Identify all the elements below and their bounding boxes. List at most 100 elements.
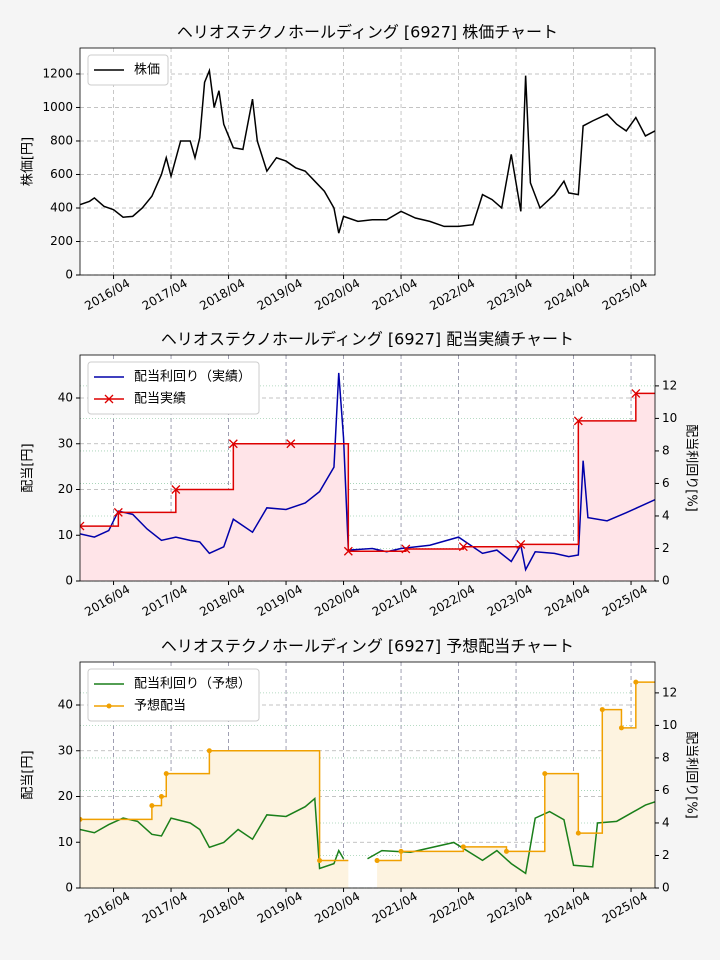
x-tick-label: 2025/04	[600, 276, 650, 313]
y2-axis-label: 配当利回り[%]	[684, 424, 699, 512]
x-tick-label: 2019/04	[255, 889, 305, 926]
x-tick-label: 2016/04	[82, 889, 132, 926]
marker	[516, 539, 526, 549]
x-tick-label: 2018/04	[197, 582, 247, 619]
x-tick-label: 2021/04	[370, 889, 420, 926]
y2-tick-label: 12	[662, 378, 677, 392]
marker	[573, 416, 583, 426]
plot-frame	[79, 47, 656, 276]
marker	[286, 439, 296, 449]
y2-tick-label: 8	[662, 750, 670, 764]
plot	[80, 372, 655, 581]
marker	[113, 507, 123, 517]
y-tick-label: 400	[50, 200, 73, 214]
marker	[398, 848, 404, 854]
marker	[80, 521, 85, 531]
legend-box	[87, 668, 260, 722]
y2-tick-label: 10	[662, 718, 677, 732]
y-tick-label: 0	[65, 574, 73, 588]
legend-label: 配当実績	[134, 391, 186, 407]
marker	[401, 544, 411, 554]
legend: 株価	[87, 54, 169, 86]
marker	[458, 542, 468, 552]
marker	[317, 858, 323, 864]
legend-label: 配当利回り（予想）	[134, 676, 251, 692]
x-tick-label: 2020/04	[312, 582, 362, 619]
y2-tick-label: 6	[662, 476, 670, 490]
legend-box	[87, 54, 169, 86]
marker	[631, 388, 641, 398]
y-tick-label: 30	[58, 743, 73, 757]
y2-tick-label: 2	[662, 541, 670, 555]
x-tick-label: 2020/04	[312, 889, 362, 926]
marker	[343, 546, 353, 556]
x-tick-label: 2017/04	[140, 276, 190, 313]
series-line	[367, 801, 655, 875]
x-tick-label: 2022/04	[427, 889, 477, 926]
x-tick-label: 2017/04	[140, 889, 190, 926]
chart-title: ヘリオステクノホールディング [6927] 株価チャート	[177, 23, 558, 42]
marker	[599, 707, 605, 713]
y-tick-label: 10	[58, 528, 73, 542]
x-tick-label: 2018/04	[197, 889, 247, 926]
y-tick-label: 600	[50, 167, 73, 181]
x-tick-label: 2017/04	[140, 582, 190, 619]
y-tick-label: 200	[50, 234, 73, 248]
y2-tick-label: 8	[662, 443, 670, 457]
x-tick-label: 2021/04	[370, 582, 420, 619]
x-tick-label: 2018/04	[197, 276, 247, 313]
y2-tick-label: 0	[662, 881, 670, 895]
plot	[80, 679, 655, 888]
y-tick-label: 30	[58, 436, 73, 450]
marker	[460, 844, 466, 850]
legend-marker	[104, 394, 114, 404]
marker	[158, 794, 164, 800]
y-tick-label: 1200	[42, 66, 73, 80]
legend: 配当利回り（予想） 予想配当	[87, 668, 260, 722]
legend-label: 配当利回り（実績）	[134, 369, 251, 385]
x-tick-label: 2025/04	[600, 582, 650, 619]
y2-tick-label: 4	[662, 815, 670, 829]
y-tick-label: 800	[50, 133, 73, 147]
legend-label: 株価	[134, 63, 160, 78]
x-tick-label: 2019/04	[255, 582, 305, 619]
plot-frame	[79, 354, 656, 582]
marker	[542, 771, 548, 777]
y2-tick-label: 0	[662, 574, 670, 588]
x-tick-label: 2024/04	[542, 276, 592, 313]
x-tick-label: 2022/04	[427, 276, 477, 313]
y-tick-label: 0	[65, 268, 73, 282]
marker	[374, 858, 380, 864]
y2-tick-label: 6	[662, 783, 670, 797]
x-tick-label: 2016/04	[82, 276, 132, 313]
series-line	[80, 67, 655, 234]
x-tick-label: 2019/04	[255, 276, 305, 313]
y-tick-label: 0	[65, 881, 73, 895]
y-tick-label: 40	[58, 391, 73, 405]
dividend-step	[80, 392, 655, 553]
y2-axis-label: 配当利回り[%]	[684, 731, 699, 819]
marker	[575, 830, 581, 836]
marker	[228, 439, 238, 449]
marker	[171, 485, 181, 494]
x-tick-label: 2023/04	[485, 582, 535, 619]
y2-tick-label: 2	[662, 848, 670, 862]
marker	[80, 816, 83, 822]
x-tick-label: 2016/04	[82, 582, 132, 619]
y-axis-label: 配当[円]	[21, 443, 36, 492]
y-axis-label: 株価[円]	[21, 137, 36, 186]
x-tick-label: 2020/04	[312, 276, 362, 313]
y-tick-label: 1000	[42, 100, 73, 114]
marker	[503, 848, 509, 854]
marker	[633, 679, 639, 685]
series-line	[80, 372, 655, 572]
y-axis-label: 配当[円]	[21, 750, 36, 799]
y-tick-label: 40	[58, 698, 73, 712]
marker	[206, 748, 212, 754]
x-tick-label: 2024/04	[542, 889, 592, 926]
x-tick-label: 2023/04	[485, 889, 535, 926]
x-tick-label: 2022/04	[427, 582, 477, 619]
marker	[149, 803, 155, 809]
legend: 配当利回り（実績） 配当実績	[87, 361, 260, 415]
y-tick-label: 20	[58, 789, 73, 803]
